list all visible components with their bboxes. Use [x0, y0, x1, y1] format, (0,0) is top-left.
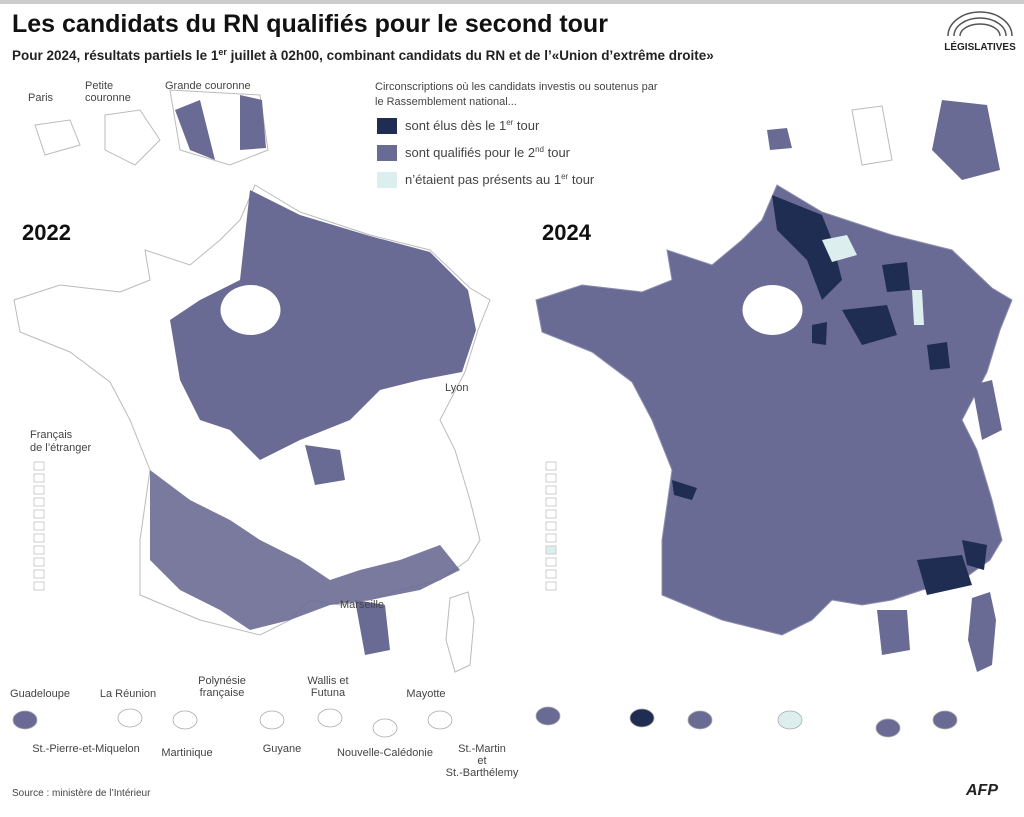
map-2024: [535, 100, 1013, 672]
abroad-box: [33, 473, 45, 483]
title: Les candidats du RN qualifiés pour le se…: [12, 10, 608, 38]
overseas-shape: [875, 718, 901, 738]
overseas-shape: [427, 710, 453, 730]
abroad-box: [33, 497, 45, 507]
abroad-box: [545, 485, 557, 495]
legend-sup: er: [506, 118, 513, 127]
abroad-box: [545, 533, 557, 543]
overseas-label: St.-Martin et St.-Barthélemy: [446, 743, 519, 779]
legend-label: sont qualifiés pour le 2nd tour: [405, 145, 571, 160]
legend-text: tour: [513, 118, 540, 133]
overseas-shape: [172, 710, 198, 730]
overseas-label: Guadeloupe: [10, 688, 70, 700]
overseas-label: St.-Pierre-et-Miquelon: [32, 743, 140, 755]
overseas-label: Wallis et Futuna: [307, 675, 348, 699]
city-label: Lyon: [445, 382, 468, 394]
overseas-shape: [535, 706, 561, 726]
abroad-box: [545, 581, 557, 591]
abroad-box: [33, 521, 45, 531]
legend: Circonscriptions où les candidats invest…: [375, 81, 658, 188]
legend-swatch: [377, 118, 397, 134]
abroad-box: [545, 509, 557, 519]
overseas-label: La Réunion: [100, 688, 156, 700]
abroad-box: [33, 509, 45, 519]
overseas-shape: [687, 710, 713, 730]
overseas-shape: [777, 710, 803, 730]
year-label: 2024: [542, 220, 592, 245]
abroad-box: [545, 557, 557, 567]
abroad-box: [545, 569, 557, 579]
city-label: Marseille: [340, 599, 384, 611]
abroad-box: [545, 473, 557, 483]
abroad-boxes: [33, 461, 557, 591]
svg-text:LÉGISLATIVES: LÉGISLATIVES: [944, 40, 1016, 53]
legend-text: n’étaient pas présents au 1: [405, 172, 561, 187]
overseas-label: Mayotte: [406, 688, 445, 700]
abroad-box: [33, 461, 45, 471]
overseas-shape: [259, 710, 285, 730]
top-bar: [0, 0, 1024, 4]
overseas-label: Nouvelle-Calédonie: [337, 747, 433, 759]
abroad-box: [33, 581, 45, 591]
inset-label: Paris: [28, 92, 54, 104]
abroad-box: [33, 533, 45, 543]
overseas-shape: [117, 708, 143, 728]
legend-text: tour: [544, 145, 571, 160]
abroad-box: [33, 545, 45, 555]
inset-label: Grande couronne: [165, 80, 251, 92]
legend-text: tour: [568, 172, 595, 187]
legend-label: n’étaient pas présents au 1er tour: [405, 172, 595, 187]
map-2022: [13, 89, 491, 673]
year-label: 2022: [22, 220, 71, 245]
subtitle: Pour 2024, résultats partiels le 1er jui…: [12, 47, 714, 63]
inset-label: Petite couronne: [85, 80, 131, 104]
credit: AFP: [965, 782, 998, 799]
legend-sup: nd: [535, 145, 544, 154]
abroad-box: [33, 485, 45, 495]
overseas-label: Polynésie française: [198, 675, 246, 699]
overseas-shape: [629, 708, 655, 728]
overseas-label: Martinique: [161, 747, 212, 759]
overseas-shape: [317, 708, 343, 728]
legend-swatch: [377, 145, 397, 161]
overseas-shape: [12, 710, 38, 730]
overseas-shape: [932, 710, 958, 730]
overseas-shape: [372, 718, 398, 738]
legend-label: sont élus dès le 1er tour: [405, 118, 540, 133]
legend-text: sont qualifiés pour le 2: [405, 145, 535, 160]
abroad-box: [545, 545, 557, 555]
abroad-label: Français de l’étranger: [30, 429, 91, 454]
abroad-box: [33, 569, 45, 579]
abroad-box: [33, 557, 45, 567]
legend-text: sont élus dès le 1: [405, 118, 506, 133]
abroad-box: [545, 461, 557, 471]
abroad-box: [545, 497, 557, 507]
abroad-box: [545, 521, 557, 531]
legend-title: Circonscriptions où les candidats invest…: [375, 81, 658, 108]
source: Source : ministère de l’Intérieur: [12, 788, 151, 799]
overseas-label: Guyane: [263, 743, 302, 755]
legend-sup: er: [561, 172, 568, 181]
legend-swatch: [377, 172, 397, 188]
logo: LÉGISLATIVES: [944, 11, 1016, 53]
